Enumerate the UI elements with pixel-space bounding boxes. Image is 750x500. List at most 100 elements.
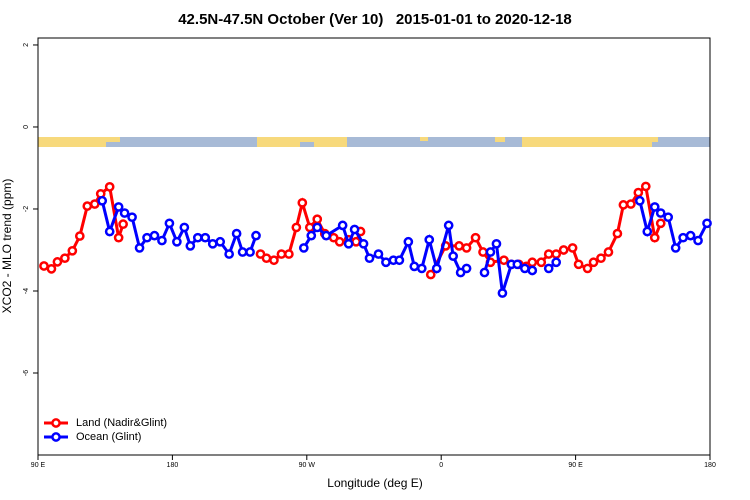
data-point [113,232,124,243]
data-point [634,195,645,206]
x-axis-label: Longitude (deg E) [327,476,422,490]
data-point [461,243,472,253]
data-point [119,208,130,218]
data-point [497,288,508,298]
data-point [582,263,593,274]
data-point [431,263,442,274]
data-point [543,263,554,274]
data-point [485,247,496,257]
data-point [499,255,509,266]
data-point [655,218,666,229]
data-point [276,249,287,259]
x-tick-label: 90 E [568,462,583,469]
data-point [172,236,182,247]
data-point [573,259,584,270]
y-tick-label: -6 [23,370,30,376]
land-ocean-band [38,137,710,147]
data-point [527,257,538,268]
data-point [551,257,562,268]
data-point [52,257,63,267]
data-point [519,263,530,274]
x-tick-label: 180 [704,462,716,469]
data-point [245,247,255,257]
chart-title: 42.5N-47.5N October (Ver 10) 2015-01-01 … [178,11,572,28]
data-point [97,195,108,206]
y-tick-label: 2 [23,43,30,47]
x-tick-label: 90 W [299,462,316,469]
data-point [633,187,644,198]
data-point [74,231,85,241]
data-point [337,220,348,231]
data-point [291,222,302,233]
plot-frame [37,37,711,456]
data-point [618,200,629,210]
data-point [424,234,435,245]
data-point [373,249,384,259]
data-point [649,202,660,212]
data-point [394,255,405,266]
data-point [157,235,167,246]
data-point [179,222,190,233]
data-point [251,230,261,241]
data-point [104,226,115,237]
data-point [364,253,375,264]
data-point [39,261,49,271]
data-point [558,245,569,255]
data-point [46,263,57,274]
data-point [381,257,391,268]
data-point [527,265,538,276]
y-tick-label: -4 [23,288,30,294]
x-tick-label: 180 [167,462,179,469]
data-point [491,238,502,249]
data-point [334,236,345,247]
data-point [567,243,578,253]
data-point [349,224,360,235]
x-tick-label: 0 [439,462,443,469]
data-point [312,214,323,225]
data-point [321,230,332,241]
data-point [127,212,137,223]
data-point [425,269,436,280]
legend-marker [51,418,61,428]
data-point [89,199,100,209]
data-point [358,238,369,249]
data-point [603,247,614,257]
data-point [649,232,660,243]
data-point [298,243,309,253]
data-point [626,199,636,209]
data-point [461,263,472,274]
data-point [702,218,712,229]
data-point [612,228,623,239]
data-point [512,259,523,270]
data-point [261,253,272,264]
data-point [351,236,361,247]
data-point [343,238,354,249]
x-tick-label: 90 E [31,462,46,469]
data-point [104,181,115,192]
data-point [685,230,696,241]
data-point [588,257,599,268]
data-point [454,241,464,251]
data-point [207,238,218,249]
data-point [448,251,458,261]
data-point [693,235,703,246]
data-point [655,208,666,218]
data-point [192,232,203,243]
data-point [200,232,211,243]
data-point [237,247,248,257]
data-point [678,232,688,243]
data-point [640,181,651,192]
data-point [149,230,160,241]
data-point [67,245,78,256]
data-point [185,241,196,251]
data-point [304,222,315,233]
data-point [670,243,681,253]
data-point [551,249,562,259]
data-point [297,197,308,208]
data-point [596,253,606,264]
legend-label: Ocean (Glint) [76,431,141,443]
data-point [215,236,226,247]
data-point [416,263,427,274]
data-point [478,247,488,257]
y-tick-label: -2 [23,206,30,212]
